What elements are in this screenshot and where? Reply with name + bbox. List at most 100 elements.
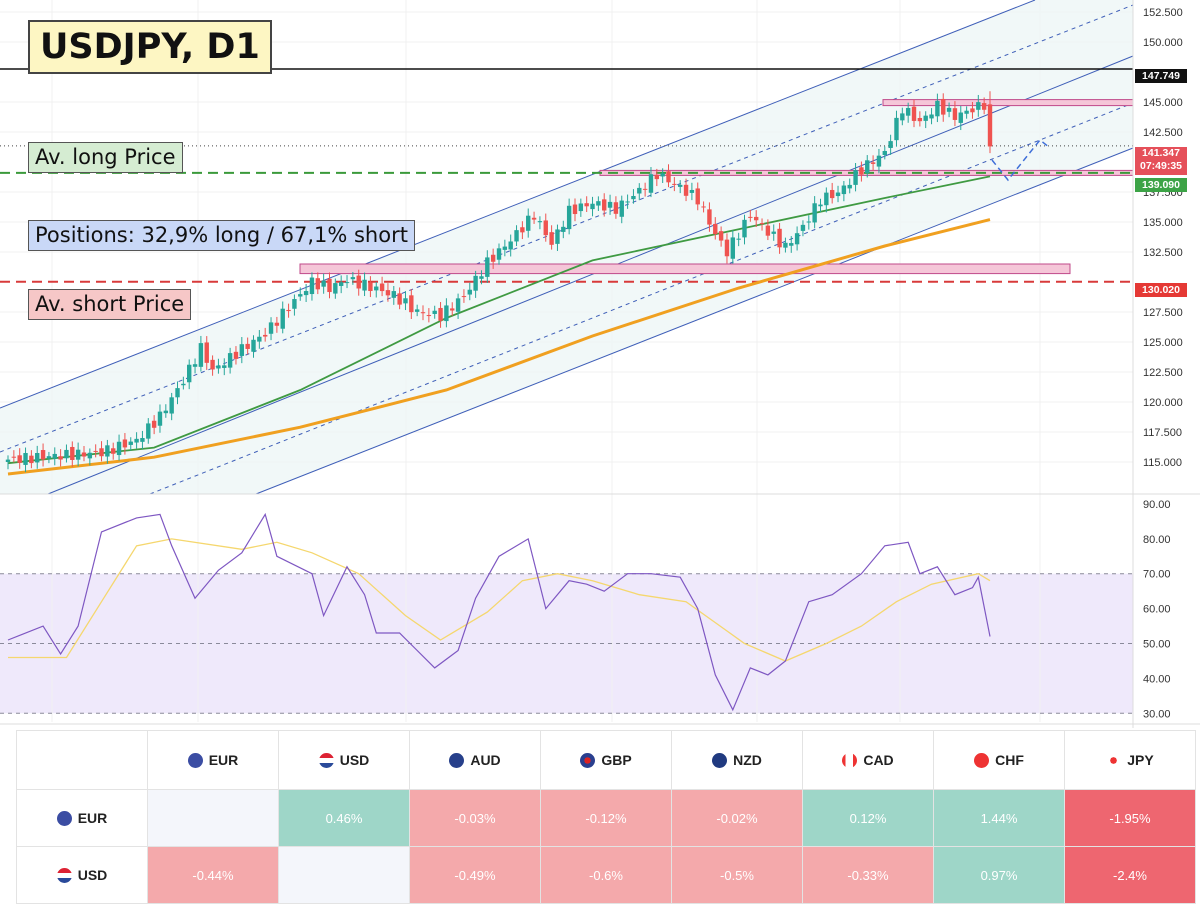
- candlestick-series: [5, 91, 993, 473]
- candle: [841, 185, 847, 195]
- candle: [17, 455, 22, 463]
- candle: [853, 170, 858, 185]
- price-tick-label: 152.500: [1143, 7, 1183, 19]
- candle: [882, 150, 887, 155]
- table-cell: -0.6%: [540, 846, 672, 904]
- candle: [467, 289, 472, 295]
- candle: [730, 237, 736, 259]
- candle: [426, 315, 432, 317]
- candle: [116, 441, 122, 456]
- channel-fill: [0, 0, 1133, 494]
- channel-upper: [0, 0, 1036, 409]
- candle: [64, 449, 69, 459]
- candle: [222, 365, 227, 368]
- ma-slow-line: [7, 218, 991, 476]
- rsi-tick-label: 50.00: [1143, 639, 1171, 651]
- candle: [198, 343, 204, 367]
- candle: [134, 438, 139, 443]
- candle: [812, 203, 817, 223]
- col-header: CAD: [802, 730, 934, 790]
- candle: [403, 298, 408, 304]
- candle: [163, 410, 169, 414]
- table-cell: 1.44%: [933, 789, 1065, 847]
- eur-flag-icon: [56, 811, 72, 826]
- row-header: EUR: [16, 789, 148, 847]
- candle: [625, 201, 630, 203]
- table-cell: 0.12%: [802, 789, 934, 847]
- candle: [181, 383, 186, 386]
- candle: [5, 459, 11, 462]
- candle: [327, 278, 332, 293]
- candle: [157, 411, 163, 426]
- candle: [514, 230, 519, 242]
- candle: [438, 307, 443, 321]
- candle: [379, 283, 385, 292]
- bar-countdown: 07:49:35: [1139, 160, 1183, 172]
- candle: [771, 231, 776, 234]
- candle: [724, 239, 730, 257]
- candle: [695, 188, 700, 205]
- candle: [596, 201, 601, 206]
- table-cell: -2.4%: [1064, 846, 1196, 904]
- candle: [362, 279, 367, 291]
- rsi-tick-label: 40.00: [1143, 673, 1171, 685]
- rsi-line: [7, 512, 991, 712]
- candle: [678, 184, 683, 187]
- candle: [748, 216, 753, 218]
- chart-grid: [0, 0, 1133, 722]
- candle: [800, 224, 806, 231]
- candle: [262, 334, 268, 337]
- table-cell: -0.44%: [147, 846, 279, 904]
- candle: [870, 162, 876, 164]
- candle: [450, 308, 455, 311]
- candle: [473, 275, 478, 291]
- candle: [549, 232, 554, 245]
- usd-flag-icon: [318, 753, 334, 768]
- price-tag-139: 139.090: [1135, 178, 1187, 192]
- candle: [964, 110, 969, 114]
- chf-flag-icon: [974, 753, 990, 768]
- candle: [233, 351, 239, 359]
- candle: [847, 184, 852, 189]
- candle: [759, 223, 765, 225]
- price-tag-147: 147.749: [1135, 69, 1187, 83]
- price-chart: 152.500150.000145.000142.500137.500135.0…: [0, 0, 1200, 728]
- candle: [660, 173, 665, 177]
- candle: [70, 446, 75, 460]
- candle: [526, 215, 531, 231]
- candle: [23, 453, 28, 465]
- candle: [829, 189, 835, 199]
- candle: [683, 184, 689, 196]
- positions-label: Positions: 32,9% long / 67,1% short: [28, 220, 415, 252]
- table-cell: -0.12%: [540, 789, 672, 847]
- table-row: EUR 0.46% -0.03% -0.12% -0.02% 0.12% 1.44% -1.9…: [16, 789, 1196, 847]
- candle: [619, 200, 624, 217]
- chart-title: USDJPY, D1: [28, 20, 272, 74]
- candle: [216, 365, 221, 369]
- row-header: USD: [16, 846, 148, 904]
- candle: [865, 160, 870, 174]
- candle: [140, 438, 145, 442]
- candle: [584, 203, 589, 207]
- candle: [374, 286, 379, 291]
- candle: [333, 283, 338, 294]
- price-tick-label: 142.500: [1143, 127, 1183, 139]
- candle: [976, 102, 981, 110]
- price-tick-label: 117.500: [1143, 427, 1182, 439]
- channel-lower: [255, 147, 1134, 495]
- col-header: EUR: [147, 730, 279, 790]
- candle: [561, 226, 566, 232]
- table-cell: -0.49%: [409, 846, 541, 904]
- rsi-tick-label: 30.00: [1143, 708, 1171, 720]
- candle: [935, 100, 940, 117]
- candle: [298, 294, 303, 297]
- col-header: JPY: [1064, 730, 1196, 790]
- candle: [257, 336, 262, 342]
- av-long-price-label: Av. long Price: [28, 142, 183, 174]
- candle: [876, 155, 882, 167]
- jpy-flag-icon: [1106, 753, 1122, 768]
- table-cell: [147, 789, 279, 847]
- candle: [87, 452, 93, 459]
- corner-cell: [16, 730, 148, 790]
- usd-flag-icon: [56, 868, 72, 883]
